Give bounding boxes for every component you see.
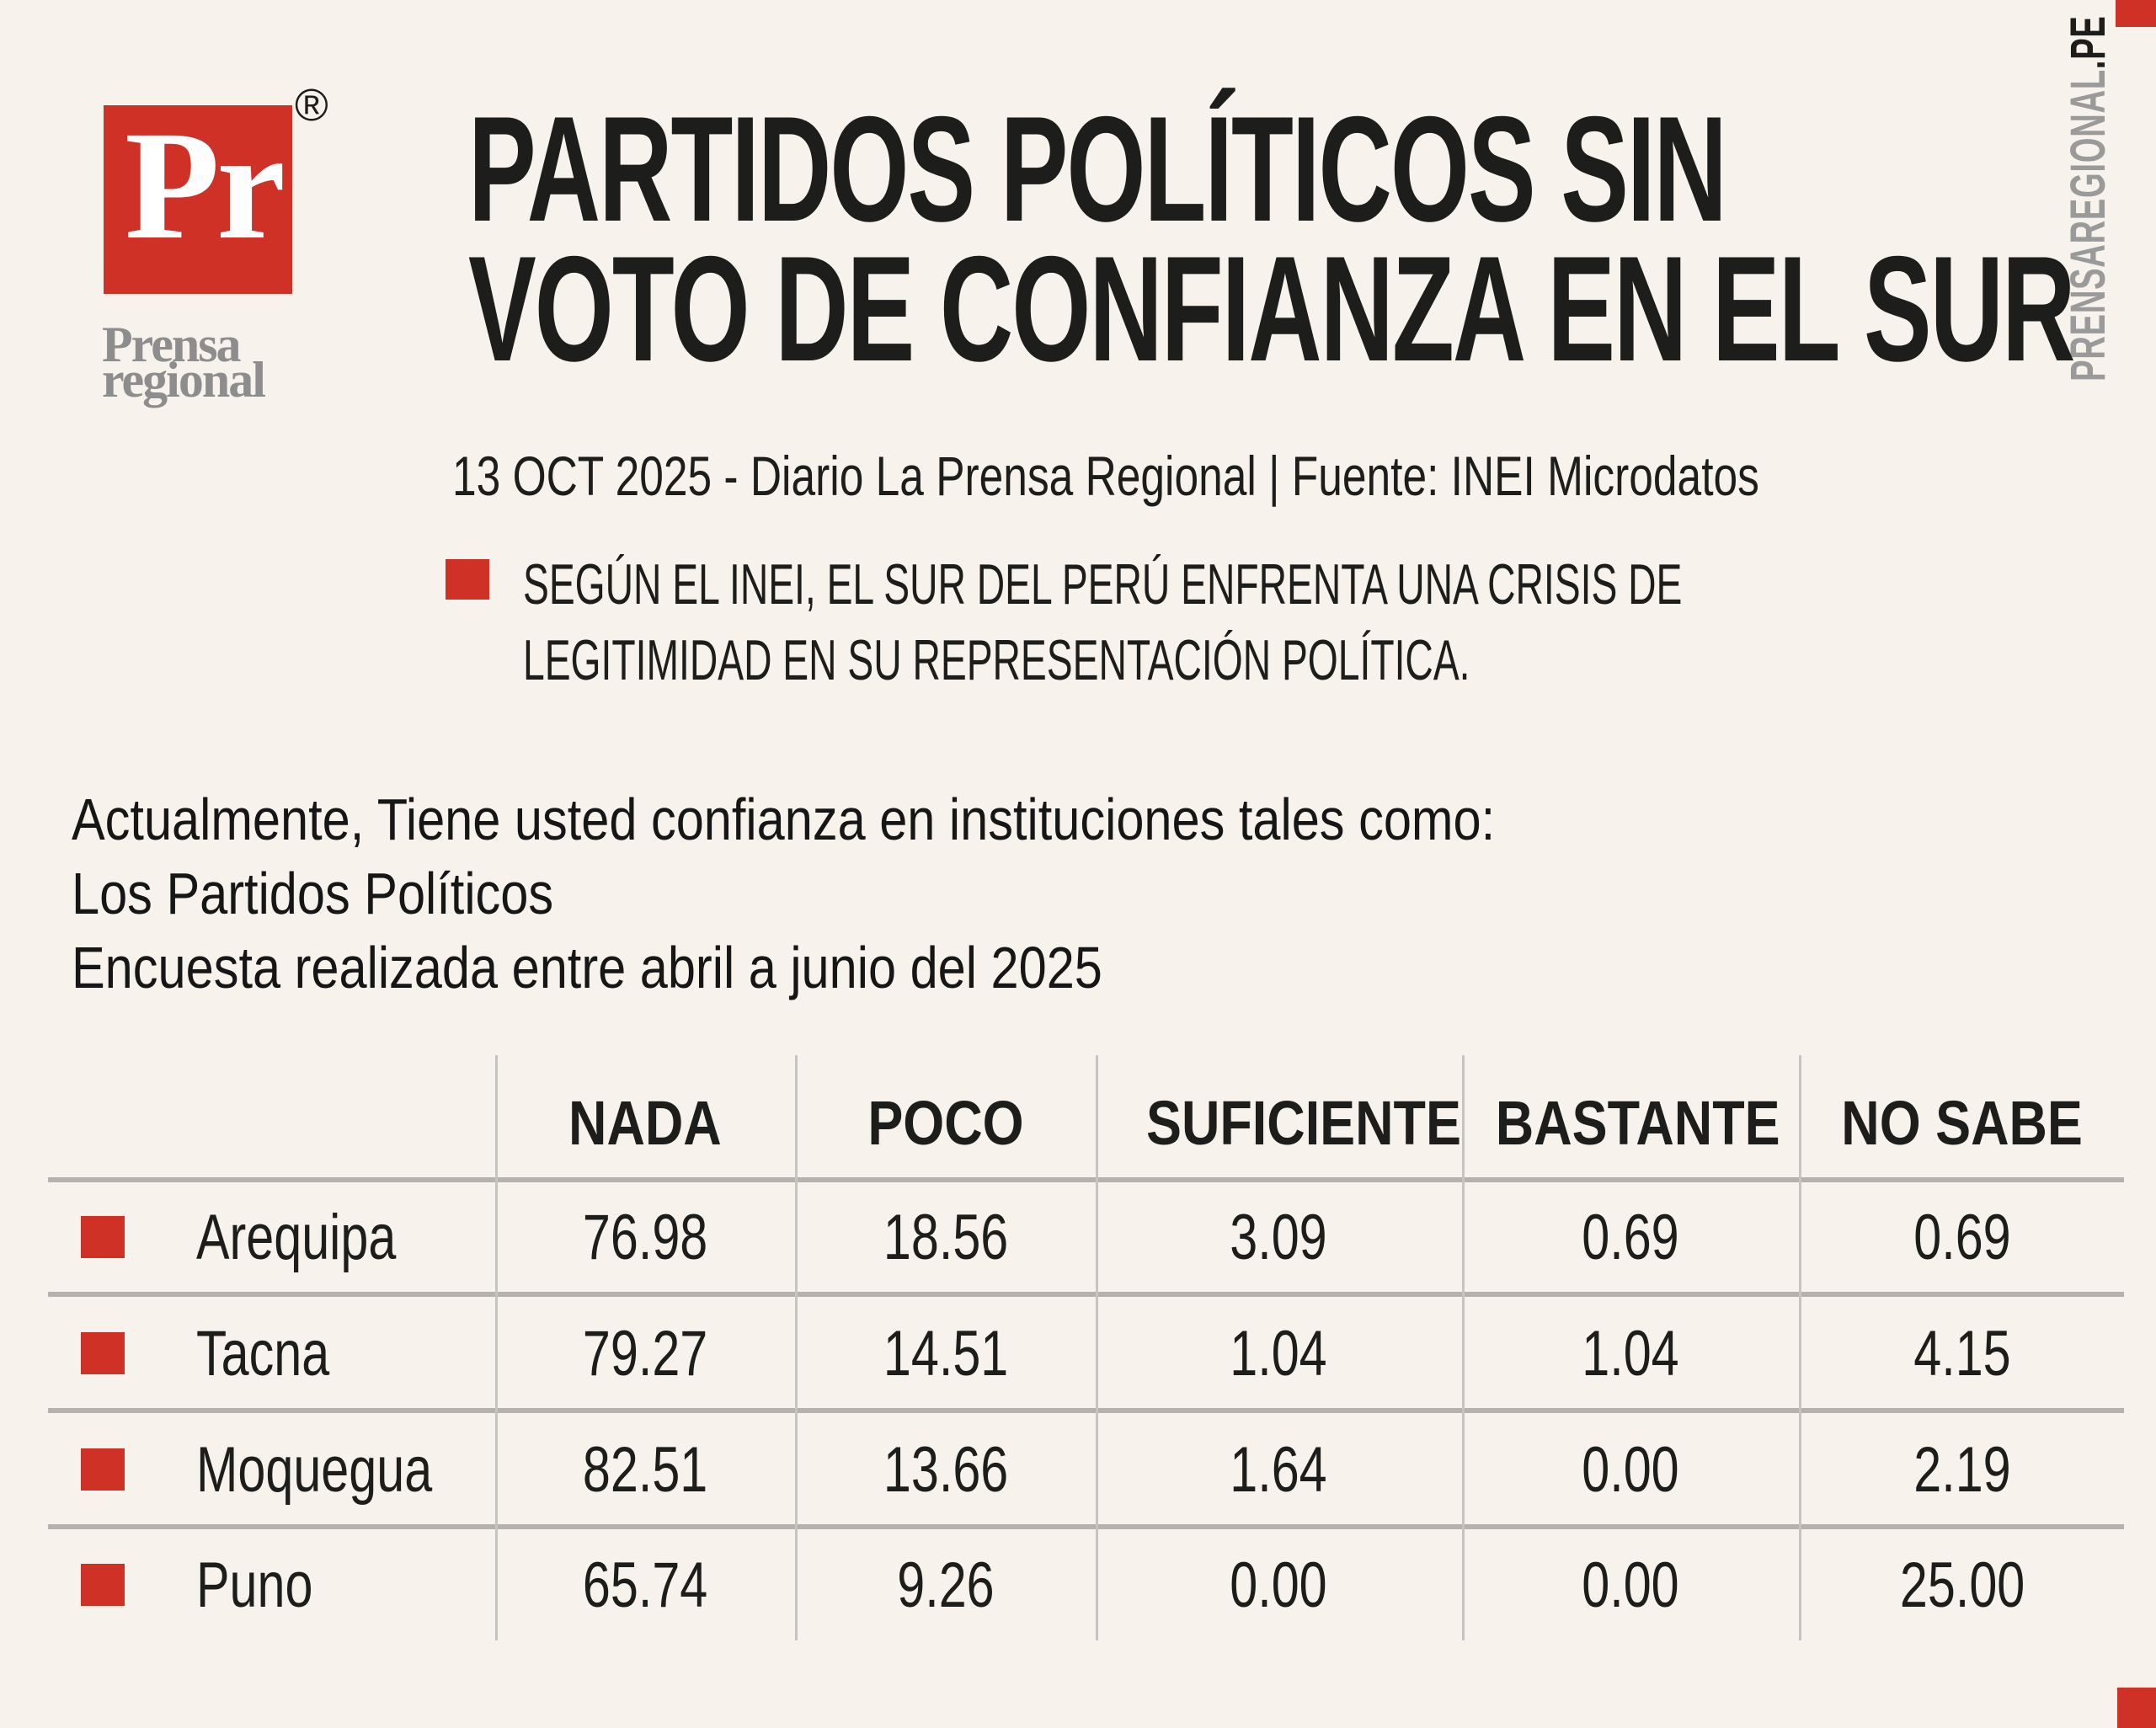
table-row-rule-1	[48, 1292, 2124, 1297]
table-column-line-5	[1799, 1055, 1801, 1640]
dateline: 13 OCT 2025 - Diario La Prensa Regional …	[452, 445, 1759, 507]
column-header-poco: POCO	[867, 1088, 1024, 1158]
row-bullet-tacna	[81, 1332, 125, 1374]
row-label-arequipa: Arequipa	[196, 1202, 397, 1273]
survey-question-line3: Encuesta realizada entre abril a junio d…	[72, 935, 1102, 1000]
site-url-black-part: .PE	[2061, 15, 2116, 70]
table-cell: 25.00	[1899, 1549, 2025, 1621]
table-cell: 76.98	[582, 1202, 708, 1273]
registered-trademark-icon: ®	[295, 80, 328, 131]
table-cell: 0.00	[1582, 1434, 1679, 1506]
top-right-red-corner-mark	[2116, 0, 2156, 27]
logo-monogram: Pr	[125, 99, 286, 272]
table-cell: 13.66	[883, 1434, 1009, 1506]
deck-line2: LEGITIMIDAD EN SU REPRESENTACIÓN POLÍTIC…	[523, 628, 1470, 692]
survey-question-line1: Actualmente, Tiene usted confianza en in…	[72, 787, 1496, 852]
table-cell: 3.09	[1230, 1202, 1327, 1273]
row-label-tacna: Tacna	[196, 1318, 330, 1389]
table-cell: 1.04	[1582, 1318, 1679, 1389]
table-cell: 14.51	[883, 1318, 1009, 1389]
row-label-puno: Puno	[196, 1549, 313, 1621]
table-cell: 65.74	[582, 1549, 708, 1621]
table-column-line-4	[1462, 1055, 1465, 1640]
column-header-suficiente: SUFICIENTE	[1145, 1088, 1461, 1158]
table-cell: 18.56	[883, 1202, 1009, 1273]
table-header-rule	[48, 1177, 2124, 1182]
row-bullet-arequipa	[81, 1216, 125, 1258]
table-cell: 79.27	[582, 1318, 708, 1389]
column-header-nada: NADA	[568, 1088, 722, 1158]
table-cell: 1.64	[1230, 1434, 1327, 1506]
logo-wordmark-line1: Prensa	[102, 317, 242, 372]
column-header-no-sabe: NO SABE	[1841, 1088, 2084, 1158]
table-row-rule-3	[48, 1524, 2124, 1529]
deck-line1: SEGÚN EL INEI, EL SUR DEL PERÚ ENFRENTA …	[523, 552, 1683, 616]
survey-question-line2: Los Partidos Políticos	[72, 861, 554, 926]
prensa-regional-logo	[104, 105, 292, 294]
table-cell: 82.51	[582, 1434, 708, 1506]
table-cell: 0.00	[1230, 1549, 1327, 1621]
table-cell: 9.26	[897, 1549, 995, 1621]
table-column-line-3	[1096, 1055, 1098, 1640]
survey-question: Actualmente, Tiene usted confianza en in…	[72, 782, 1495, 1005]
table-cell: 0.69	[1582, 1202, 1679, 1273]
table-cell: 0.00	[1582, 1549, 1679, 1621]
logo-wordmark-line2: regional	[102, 352, 266, 408]
column-header-bastante: BASTANTE	[1495, 1088, 1780, 1158]
table-cell: 4.15	[1913, 1318, 2011, 1389]
deck-red-bullet	[446, 559, 489, 600]
headline: PARTIDOS POLÍTICOS SIN VOTO DE CONFIANZA…	[468, 85, 2075, 392]
table-column-line-1	[495, 1055, 498, 1640]
deck-text: SEGÚN EL INEI, EL SUR DEL PERÚ ENFRENTA …	[523, 547, 1682, 698]
table-column-line-2	[795, 1055, 798, 1640]
row-label-moquegua: Moquegua	[196, 1434, 433, 1506]
table-cell: 0.69	[1913, 1202, 2011, 1273]
row-bullet-puno	[81, 1564, 125, 1606]
table-row-rule-2	[48, 1408, 2124, 1413]
row-bullet-moquegua	[81, 1448, 125, 1491]
bottom-right-red-corner-mark	[2117, 1688, 2156, 1728]
headline-line2: VOTO DE CONFIANZA EN EL SUR	[468, 225, 2075, 392]
table-cell: 1.04	[1230, 1318, 1327, 1389]
logo-wordmark: Prensa regional	[102, 317, 266, 408]
headline-line1: PARTIDOS POLÍTICOS SIN	[468, 85, 1727, 253]
table-cell: 2.19	[1913, 1434, 2011, 1506]
